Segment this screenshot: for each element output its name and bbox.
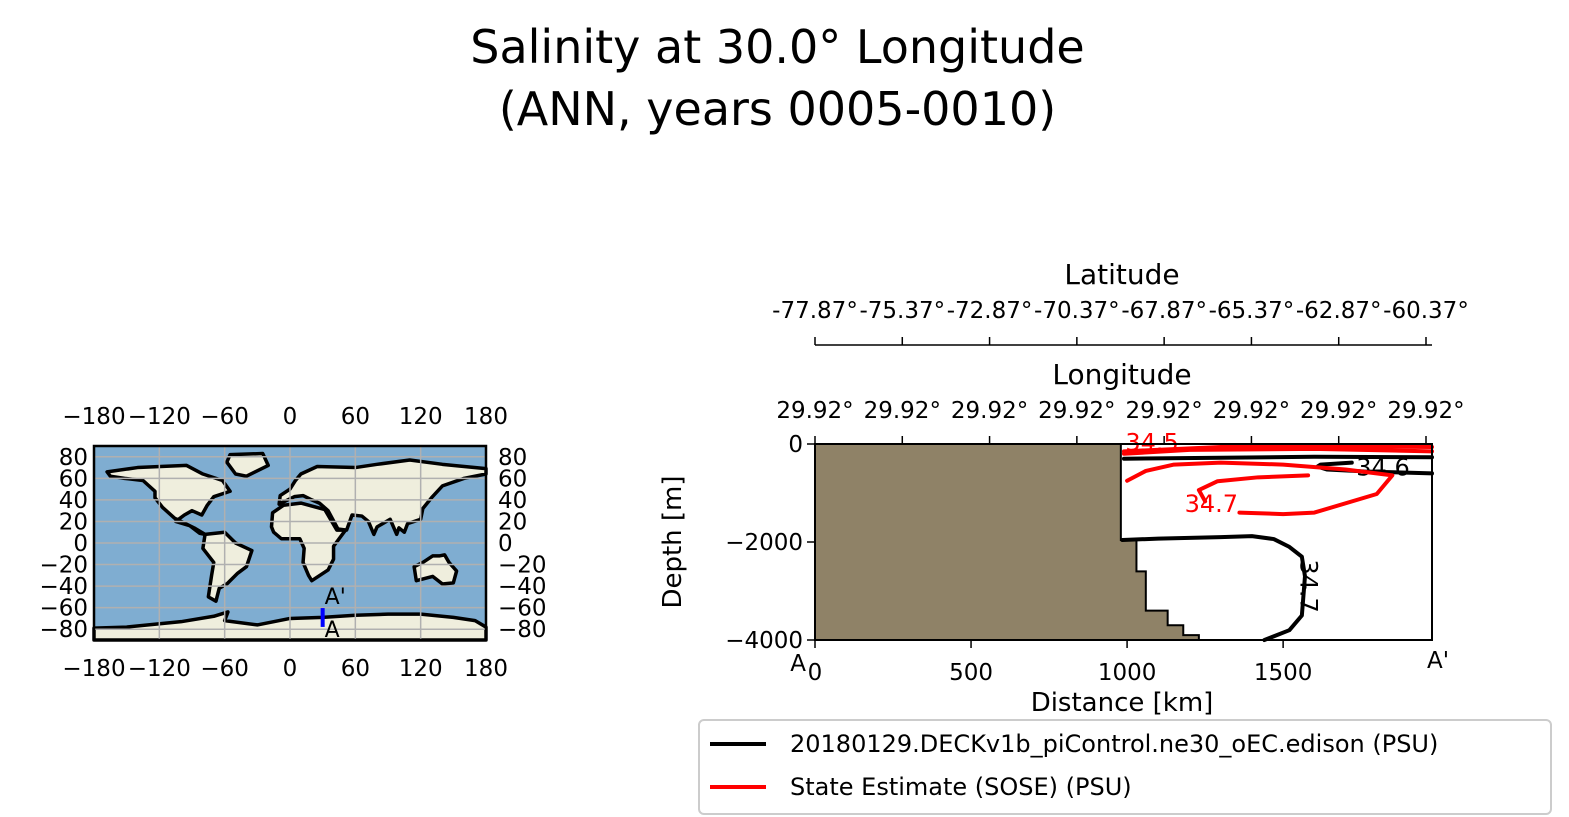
- x-axis-label: Distance [km]: [1031, 688, 1214, 718]
- map-lon-tick-bottom: 60: [341, 656, 370, 682]
- y-tick-label: 0: [788, 432, 803, 458]
- y-tick-label: −4000: [725, 628, 803, 654]
- lon-tick-label: 29.92°: [1125, 398, 1202, 424]
- lon-tick-label: 29.92°: [1038, 398, 1115, 424]
- map-transect-end-label: A': [325, 585, 346, 610]
- lon-tick-label: 29.92°: [951, 398, 1028, 424]
- map-frame: [92, 444, 488, 642]
- y-tick-label: −2000: [725, 530, 803, 556]
- map-lat-tick-right: 20: [498, 509, 527, 535]
- map-lon-tick-top: 0: [283, 404, 298, 430]
- map-lat-tick-left: 0: [73, 531, 88, 557]
- section-start-label: A: [790, 651, 806, 677]
- map-land-greenland: [225, 451, 270, 478]
- lat-tick-label: -60.37°: [1383, 298, 1469, 324]
- map-lon-tick-top: 180: [464, 404, 508, 430]
- map-lon-tick-top: 60: [341, 404, 370, 430]
- map-lon-tick-bottom: 180: [464, 656, 508, 682]
- legend: 20180129.DECKv1b_piControl.ne30_oEC.edis…: [698, 719, 1552, 815]
- lat-tick-label: -62.87°: [1296, 298, 1382, 324]
- contour-label-model: 34.6: [1356, 453, 1409, 481]
- map-lat-tick-right: 80: [498, 445, 527, 471]
- lat-tick-label: -75.37°: [859, 298, 945, 324]
- contour-line-sose: [1121, 446, 1434, 456]
- x-tick-label: 1500: [1254, 660, 1313, 686]
- lon-tick-label: 29.92°: [776, 398, 853, 424]
- lat-tick-label: -77.87°: [772, 298, 858, 324]
- legend-label-sose: State Estimate (SOSE) (PSU): [790, 773, 1132, 801]
- map-lat-tick-right: −20: [498, 553, 547, 579]
- x-tick-label: 1000: [1098, 660, 1157, 686]
- contour-line-sose: [1196, 473, 1311, 504]
- map-transect-start-label: A: [325, 618, 340, 643]
- map-lat-tick-left: 80: [59, 445, 88, 471]
- legend-entry-sose: State Estimate (SOSE) (PSU): [710, 767, 1132, 807]
- map-lat-tick-left: 40: [59, 488, 88, 514]
- lon-tick-label: 29.92°: [1300, 398, 1377, 424]
- lat-tick-label: -70.37°: [1034, 298, 1120, 324]
- map-lon-tick-top: −120: [128, 404, 191, 430]
- title-line-1: Salinity at 30.0° Longitude: [470, 20, 1085, 74]
- y-axis-label: Depth [m]: [658, 475, 688, 608]
- lat-tick-label: -67.87°: [1121, 298, 1207, 324]
- map-lon-tick-top: 120: [399, 404, 443, 430]
- legend-line-red: [710, 785, 766, 789]
- lat-axis-label: Latitude: [1064, 258, 1179, 291]
- contour-label-model: 34.7: [1294, 559, 1322, 612]
- x-tick-label: 0: [808, 660, 823, 686]
- map-lat-tick-left: −80: [39, 617, 88, 643]
- lon-axis-label: Longitude: [1052, 358, 1191, 391]
- contour-line-sose: [1125, 460, 1395, 517]
- figure-title: Salinity at 30.0° Longitude (ANN, years …: [0, 16, 1555, 140]
- map-lon-tick-top: −180: [62, 404, 125, 430]
- map-lat-tick-left: 60: [59, 466, 88, 492]
- legend-entry-model: 20180129.DECKv1b_piControl.ne30_oEC.edis…: [710, 724, 1438, 764]
- map-lon-tick-bottom: −60: [200, 656, 249, 682]
- map-lat-tick-left: −40: [39, 574, 88, 600]
- lat-tick-label: -65.37°: [1209, 298, 1295, 324]
- map-lat-tick-left: −60: [39, 596, 88, 622]
- lon-tick-label: 29.92°: [1387, 398, 1464, 424]
- map-lon-tick-bottom: −180: [62, 656, 125, 682]
- lon-tick-label: 29.92°: [864, 398, 941, 424]
- lon-tick-label: 29.92°: [1213, 398, 1290, 424]
- map-lat-tick-left: 20: [59, 509, 88, 535]
- contour-line-model: [1120, 534, 1307, 642]
- lat-tick-label: -72.87°: [947, 298, 1033, 324]
- map-land-australia: [412, 553, 459, 586]
- map-lat-tick-right: 0: [498, 531, 513, 557]
- title-line-2: (ANN, years 0005-0010): [498, 82, 1057, 136]
- map-lat-tick-right: −80: [498, 617, 547, 643]
- map-lat-tick-right: −40: [498, 574, 547, 600]
- map-lat-tick-right: −60: [498, 596, 547, 622]
- legend-line-black: [710, 742, 766, 746]
- contour-label-sose: 34.7: [1185, 490, 1238, 518]
- map-lon-tick-bottom: 0: [283, 656, 298, 682]
- contour-line-model: [1121, 454, 1434, 461]
- legend-label-model: 20180129.DECKv1b_piControl.ne30_oEC.edis…: [790, 730, 1439, 758]
- map-lat-tick-left: −20: [39, 553, 88, 579]
- x-tick-label: 500: [949, 660, 993, 686]
- map-lon-tick-bottom: 120: [399, 656, 443, 682]
- map-lat-tick-right: 60: [498, 466, 527, 492]
- section-end-label: A': [1427, 648, 1449, 674]
- map-lon-tick-top: −60: [200, 404, 249, 430]
- map-lat-tick-right: 40: [498, 488, 527, 514]
- map-lon-tick-bottom: −120: [128, 656, 191, 682]
